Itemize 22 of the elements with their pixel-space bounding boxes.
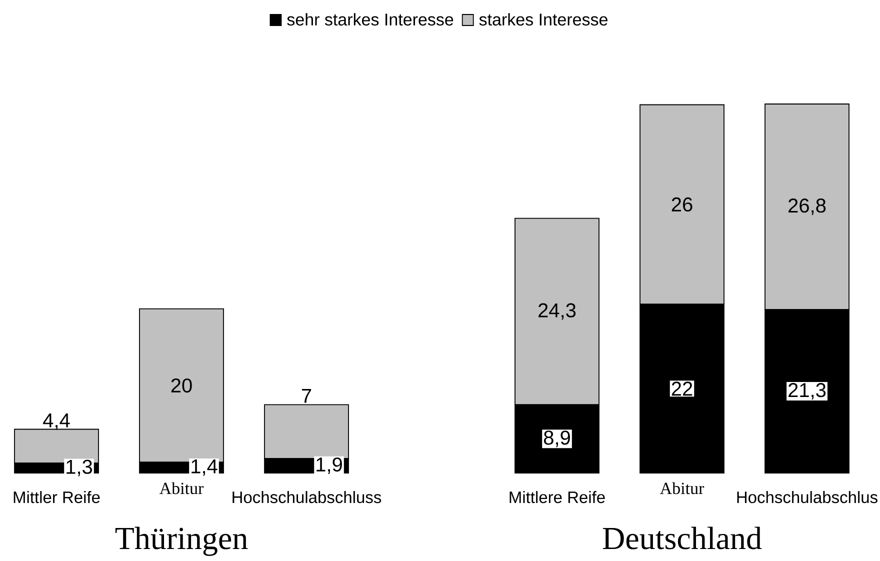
x-tick-label: Abitur [660, 482, 704, 494]
data-label: 21,3 [788, 383, 826, 400]
data-label: 1,4 [192, 459, 218, 476]
data-label: 8,9 [544, 430, 570, 448]
x-tick-label: Hochschulabschlus [737, 491, 878, 504]
data-label: 1,3 [66, 460, 92, 476]
data-label: 1,9 [316, 457, 342, 474]
data-label: 26 [672, 197, 692, 212]
legend-label: sehr starkes Interesse [287, 13, 454, 26]
data-label: 26,8 [788, 198, 826, 216]
text: Deutschland [602, 526, 762, 550]
legend-label: starkes Interesse [479, 13, 608, 26]
data-label: 24,3 [538, 303, 576, 320]
x-tick-label: Abitur [159, 482, 204, 494]
x-tick-label: Hochschulabschluss [232, 491, 382, 504]
data-label: 7 [302, 388, 312, 403]
x-tick-label: Mittlere Reife [510, 491, 605, 504]
data-label: 4,4 [43, 414, 70, 430]
text: Thüringen [115, 526, 248, 556]
x-tick-label: Mittler Reife [14, 491, 100, 504]
data-label: 22 [672, 382, 692, 396]
data-label: 20 [171, 378, 192, 393]
